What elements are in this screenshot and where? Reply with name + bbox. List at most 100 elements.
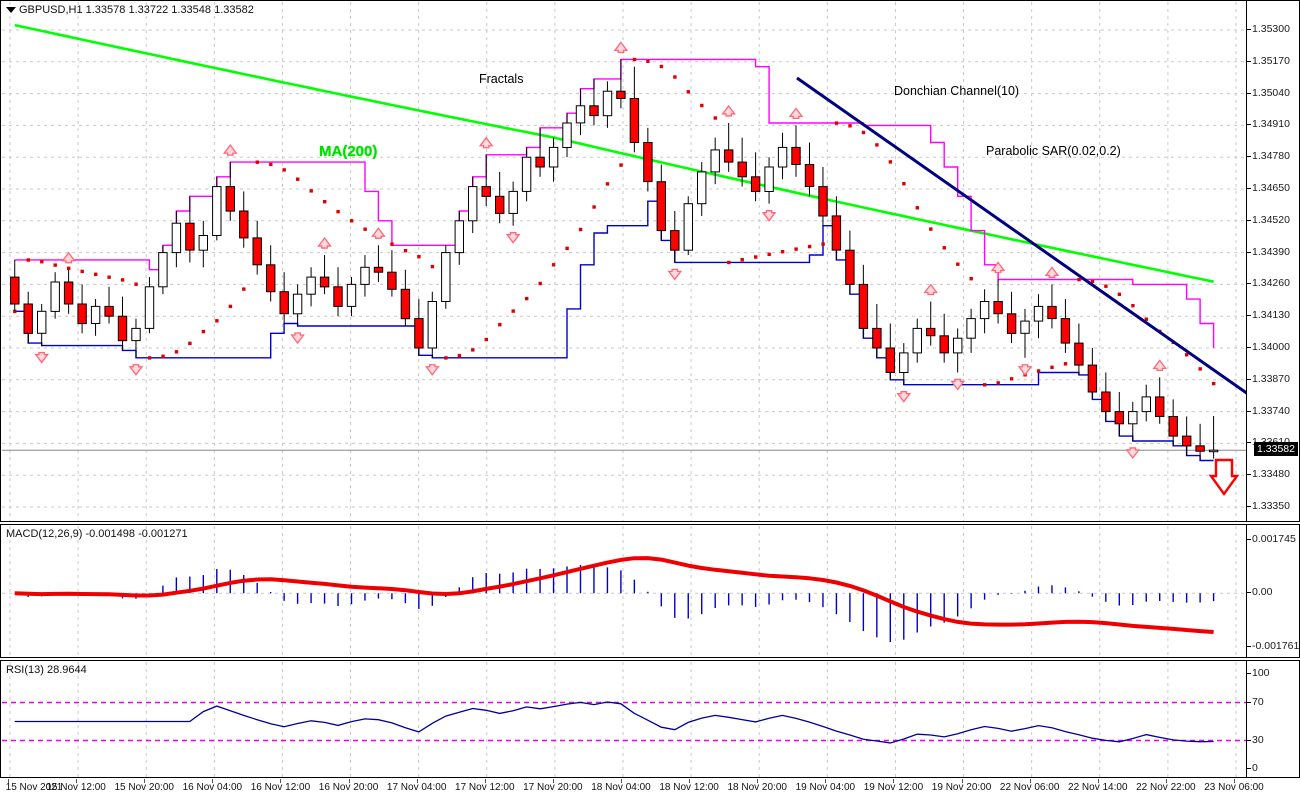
rsi-axis-tickmark bbox=[1247, 768, 1251, 769]
price-axis-tickmark bbox=[1247, 283, 1251, 285]
time-axis-tickmark bbox=[8, 779, 9, 783]
time-axis-label: 17 Nov 12:00 bbox=[455, 782, 515, 793]
rsi-header-label: RSI(13) 28.9644 bbox=[6, 664, 87, 676]
macd-plot-area[interactable] bbox=[2, 526, 1248, 657]
time-axis-tickmark bbox=[757, 779, 759, 783]
price-axis-tick: 1.35170 bbox=[1252, 54, 1290, 67]
price-axis-tickmark bbox=[1247, 29, 1251, 30]
time-axis-label: 19 Nov 20:00 bbox=[931, 782, 992, 793]
price-axis-tick: 1.33870 bbox=[1252, 372, 1290, 385]
rsi-axis[interactable]: 100 70 30 0 bbox=[1246, 661, 1299, 777]
macd-axis-tick: 0.00 bbox=[1252, 586, 1273, 599]
rsi-axis-tick: 0 bbox=[1252, 762, 1258, 774]
time-axis-tickmark bbox=[348, 779, 350, 783]
time-axis-label: 18 Nov 04:00 bbox=[591, 782, 651, 793]
price-axis-tick: 1.34000 bbox=[1252, 341, 1290, 353]
time-axis-tickmark bbox=[416, 779, 418, 783]
price-axis-tickmark bbox=[1247, 60, 1251, 62]
price-axis-tick: 1.34780 bbox=[1252, 150, 1290, 163]
time-axis-label: 19 Nov 04:00 bbox=[795, 782, 856, 793]
price-axis-tickmark bbox=[1247, 410, 1251, 412]
time-axis-label: 15 Nov 2021 bbox=[5, 782, 63, 793]
time-axis-tickmark bbox=[1165, 779, 1167, 783]
time-axis-tickmark bbox=[280, 779, 282, 783]
price-axis-tickmark bbox=[1247, 156, 1251, 158]
price-axis-tick: 1.33350 bbox=[1252, 500, 1290, 512]
annotation-fractals: Fractals bbox=[479, 72, 524, 86]
annotation-ma: MA(200) bbox=[319, 143, 378, 160]
rsi-svg bbox=[2, 662, 1248, 777]
macd-header-label: MACD(12,26,9) -0.001498 -0.001271 bbox=[6, 528, 188, 540]
annotation-sar: Parabolic SAR(0.02,0.2) bbox=[986, 144, 1121, 158]
price-axis-tick: 1.35040 bbox=[1252, 86, 1290, 99]
price-axis-tickmark bbox=[1247, 442, 1251, 444]
price-axis-tick: 1.34260 bbox=[1252, 277, 1290, 290]
time-axis-tickmark bbox=[76, 779, 78, 783]
time-axis-label: 15 Nov 12:00 bbox=[46, 782, 106, 793]
time-axis-label: 23 Nov 06:00 bbox=[1204, 782, 1264, 793]
rsi-axis-tick: 100 bbox=[1252, 667, 1270, 679]
symbol-ohlc-label: GBPUSD,H1 1.33578 1.33722 1.33548 1.3358… bbox=[19, 4, 254, 16]
time-axis-tickmark bbox=[825, 779, 827, 783]
price-axis-tickmark bbox=[1247, 251, 1251, 253]
macd-axis-tickmark bbox=[1247, 646, 1251, 647]
time-axis-tickmark bbox=[689, 779, 691, 783]
time-axis-tickmark bbox=[144, 779, 146, 783]
time-axis-tickmark bbox=[961, 779, 963, 783]
price-axis-tickmark bbox=[1247, 219, 1251, 221]
time-axis-tickmark bbox=[212, 779, 214, 783]
time-axis-tickmark bbox=[1234, 779, 1235, 783]
price-chart-panel[interactable]: GBPUSD,H1 1.33578 1.33722 1.33548 1.3358… bbox=[0, 0, 1300, 522]
time-axis-label: 16 Nov 20:00 bbox=[318, 782, 379, 793]
time-axis-label: 15 Nov 20:00 bbox=[114, 782, 174, 793]
time-axis-label: 18 Nov 12:00 bbox=[659, 782, 719, 793]
rsi-plot-area[interactable] bbox=[2, 662, 1248, 777]
macd-axis-tick: 0.001745 bbox=[1252, 533, 1296, 545]
rsi-axis-tickmark bbox=[1247, 701, 1251, 703]
price-axis-tick: 1.34390 bbox=[1252, 245, 1290, 258]
time-axis-tickmark bbox=[621, 779, 622, 783]
time-axis-tickmark bbox=[552, 779, 554, 783]
price-axis-tickmark bbox=[1247, 92, 1251, 94]
rsi-axis-tickmark bbox=[1247, 739, 1251, 741]
time-axis-label: 16 Nov 04:00 bbox=[182, 782, 243, 793]
price-axis-tick: 1.33740 bbox=[1252, 404, 1290, 417]
price-axis-tickmark bbox=[1247, 474, 1251, 476]
caret-down-icon[interactable] bbox=[6, 7, 16, 13]
price-axis-tickmark bbox=[1247, 315, 1251, 317]
price-axis-tickmark bbox=[1247, 124, 1251, 126]
time-axis-label: 18 Nov 20:00 bbox=[727, 782, 787, 793]
price-axis-tick: 1.34910 bbox=[1252, 118, 1290, 131]
sell-arrow-icon bbox=[1208, 458, 1240, 497]
price-axis-tick: 1.34130 bbox=[1252, 309, 1290, 322]
macd-axis-tickmark bbox=[1247, 539, 1251, 540]
time-axis[interactable]: 15 Nov 2021 15 Nov 12:00 15 Nov 20:00 16 No… bbox=[0, 779, 1300, 798]
rsi-panel[interactable]: RSI(13) 28.9644 100 70 30 0 bbox=[0, 660, 1300, 778]
macd-axis-tickmark bbox=[1247, 592, 1251, 594]
price-axis-tickmark bbox=[1247, 347, 1251, 348]
price-plot-area[interactable] bbox=[2, 2, 1248, 521]
time-axis-label: 16 Nov 12:00 bbox=[250, 782, 311, 793]
rsi-axis-tickmark bbox=[1247, 673, 1251, 674]
macd-svg bbox=[2, 526, 1248, 657]
time-axis-tickmark bbox=[1029, 779, 1031, 783]
rsi-axis-tick: 70 bbox=[1252, 695, 1264, 708]
price-axis-tickmark bbox=[1247, 378, 1251, 380]
annotation-donchian: Donchian Channel(10) bbox=[894, 84, 1020, 98]
time-axis-label: 17 Nov 20:00 bbox=[523, 782, 583, 793]
price-axis-tick: 1.35300 bbox=[1252, 23, 1290, 35]
time-axis-label: 19 Nov 12:00 bbox=[863, 782, 924, 793]
time-axis-label: 17 Nov 04:00 bbox=[386, 782, 447, 793]
rsi-axis-tick: 30 bbox=[1252, 733, 1264, 746]
macd-axis[interactable]: 0.001745 0.00 -0.001761 bbox=[1246, 525, 1299, 657]
time-axis-tickmark bbox=[893, 779, 895, 783]
current-price-label: 1.33582 bbox=[1254, 442, 1298, 457]
price-axis-tick: 1.34650 bbox=[1252, 182, 1290, 194]
time-axis-label: 22 Nov 22:00 bbox=[1136, 782, 1196, 793]
time-axis-tickmark bbox=[484, 779, 486, 783]
price-axis-tick: 1.34520 bbox=[1252, 213, 1290, 226]
price-svg bbox=[2, 2, 1248, 521]
time-axis-label: 22 Nov 14:00 bbox=[1068, 782, 1128, 793]
macd-panel[interactable]: MACD(12,26,9) -0.001498 -0.001271 0.0017… bbox=[0, 524, 1300, 658]
